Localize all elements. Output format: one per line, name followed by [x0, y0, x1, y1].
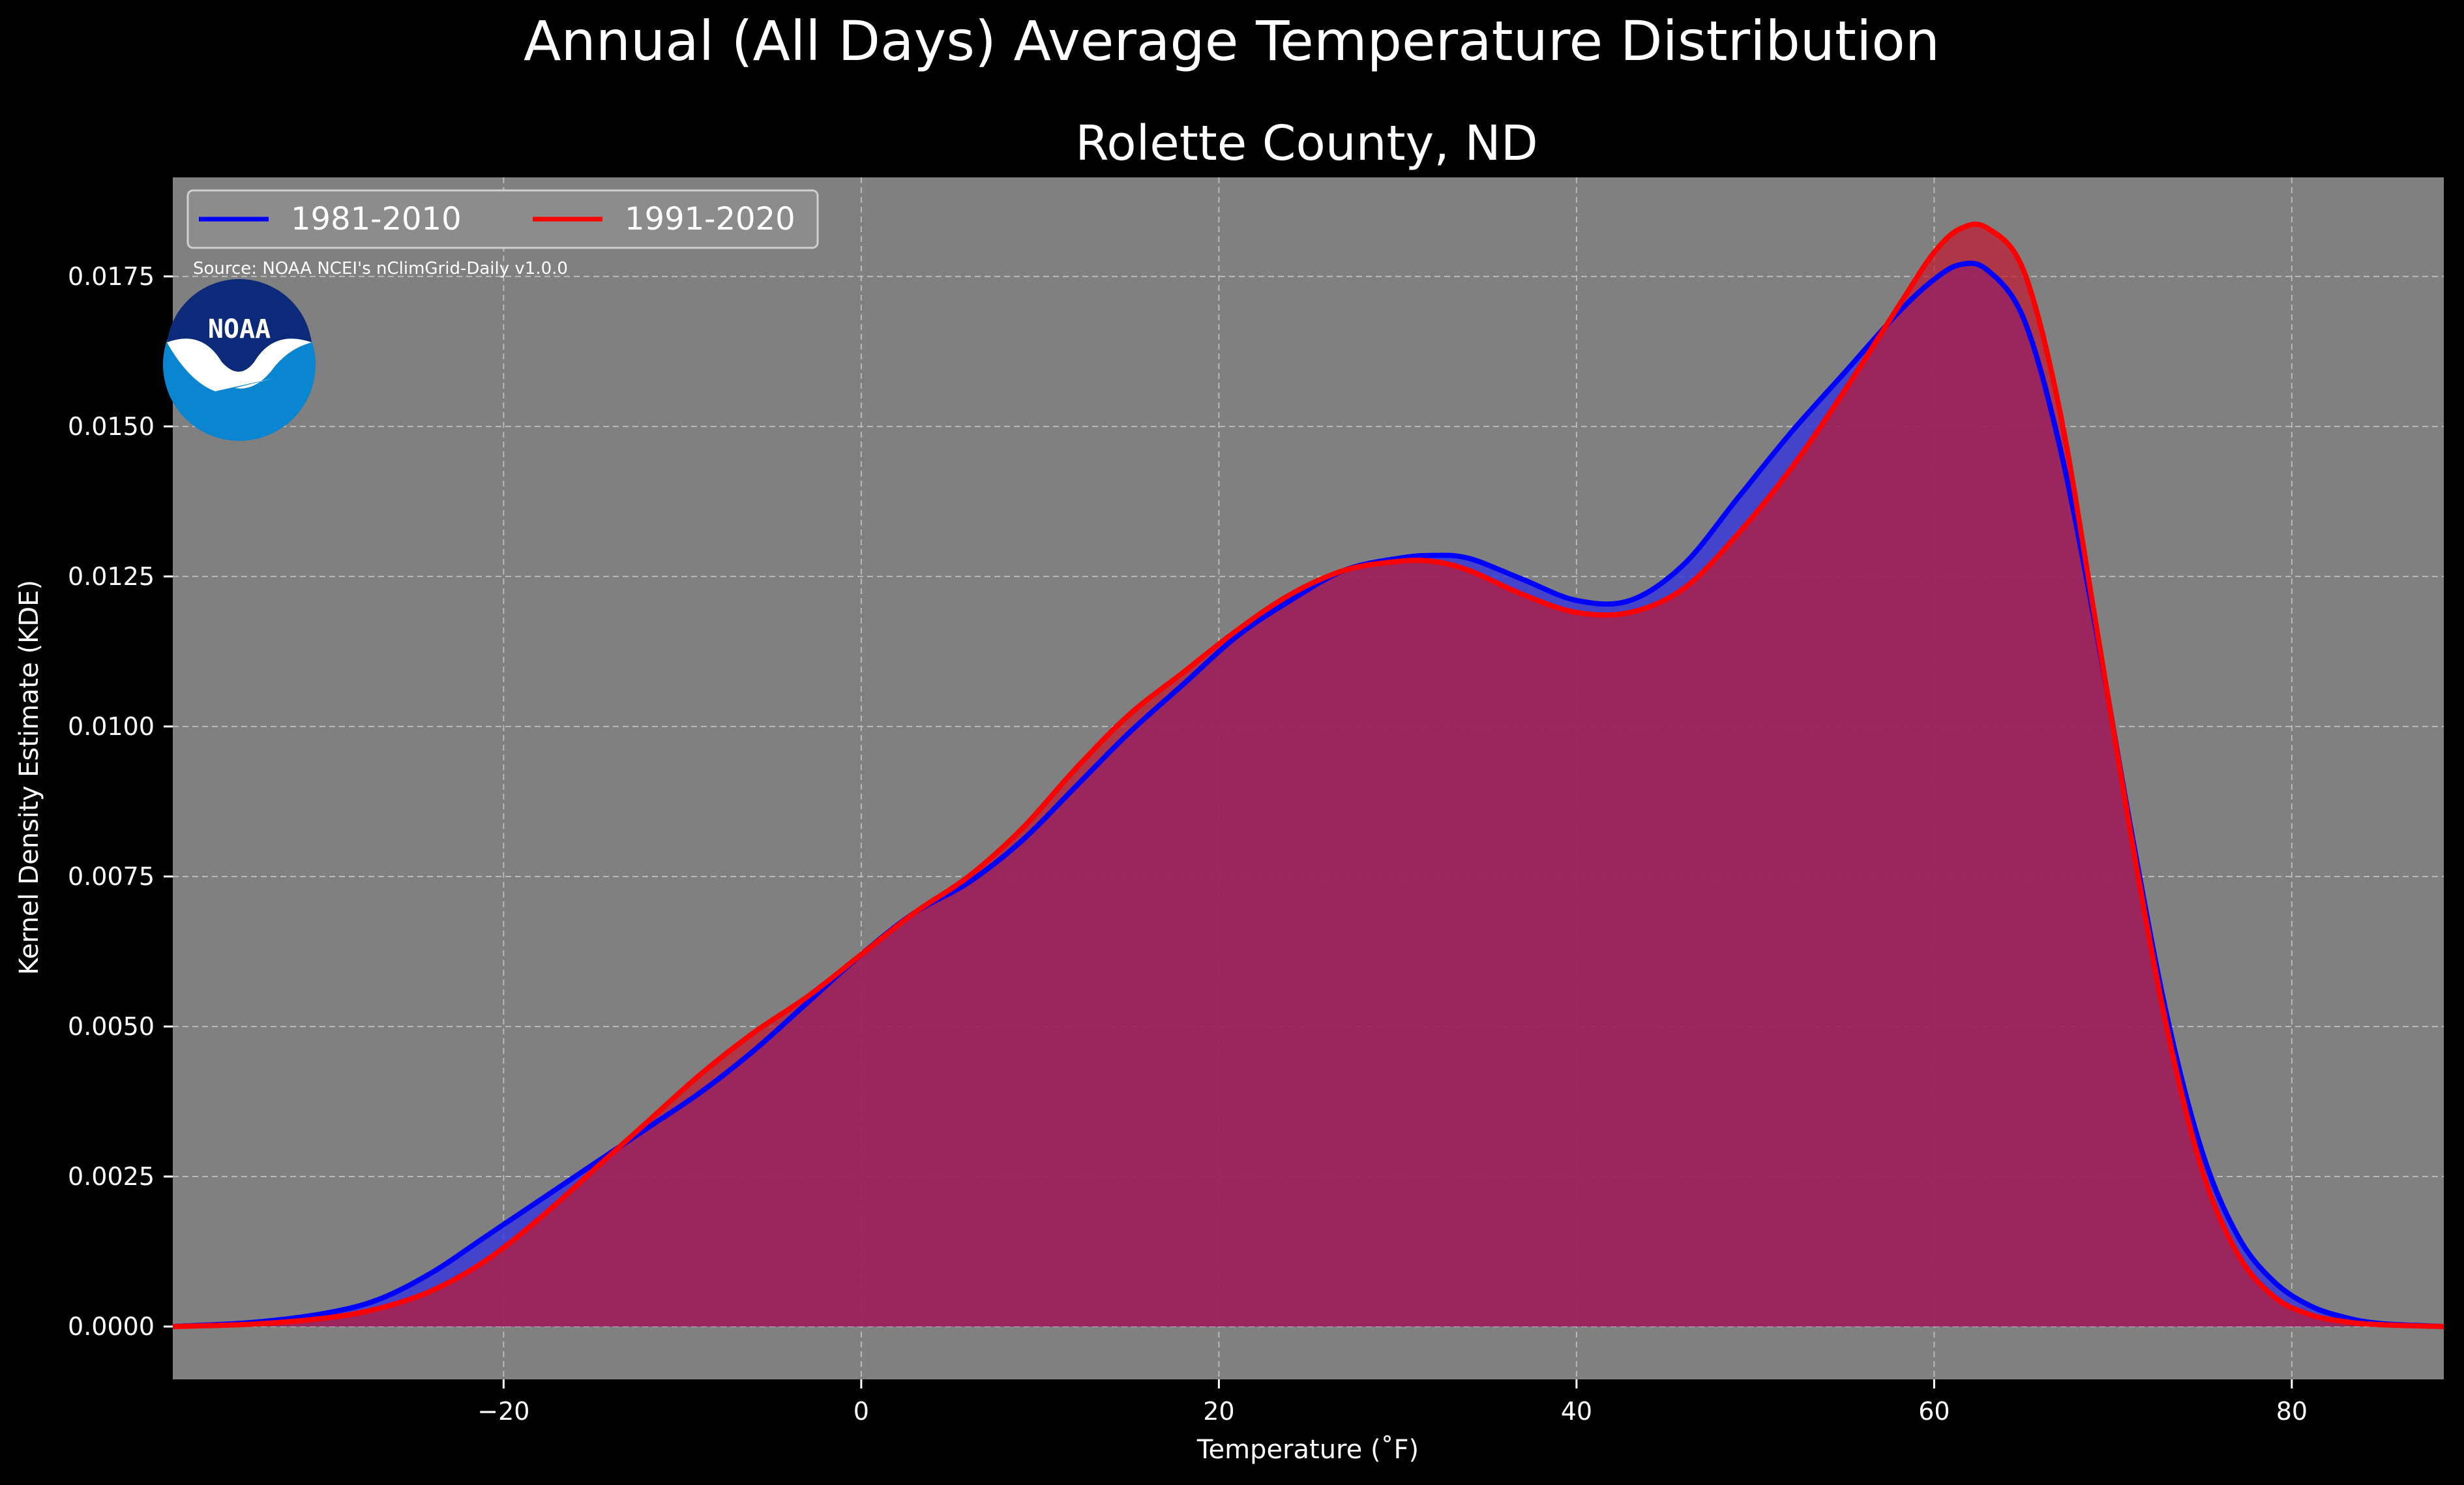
- chart-subtitle: Rolette County, ND: [1075, 115, 1537, 172]
- y-tick-label: 0.0050: [68, 1012, 155, 1041]
- y-axis-label: Kernel Density Estimate (KDE): [14, 580, 44, 975]
- legend-label-1981-2010: 1981-2010: [291, 201, 462, 237]
- noaa-logo-inner: [167, 278, 312, 372]
- x-tick-label: 40: [1561, 1397, 1592, 1426]
- density-lines: [172, 221, 2444, 1330]
- noaa-logo-text: NOAA: [208, 314, 271, 344]
- x-tick-label: 60: [1918, 1397, 1950, 1426]
- density-areas: [173, 224, 2444, 1327]
- chart-title: Annual (All Days) Average Temperature Di…: [524, 9, 1940, 73]
- x-tick-label: 0: [853, 1397, 869, 1426]
- y-tick-label: 0.0100: [68, 712, 155, 741]
- x-axis-label: Temperature (˚F): [1196, 1435, 1419, 1465]
- y-tick-label: 0.0125: [68, 562, 155, 591]
- noaa-logo: NOAA: [163, 278, 316, 441]
- x-tick-label: 80: [2276, 1397, 2308, 1426]
- y-tick-label: 0.0150: [68, 412, 155, 441]
- y-tick-label: 0.0175: [68, 262, 155, 291]
- y-axis-ticks: 0.0000 0.0025 0.0050 0.0075 0.0100 0.0125 0.01…: [68, 262, 173, 1341]
- y-tick-label: 0.0025: [68, 1162, 155, 1191]
- y-tick-label: 0.0000: [68, 1312, 155, 1341]
- x-axis-ticks: −20 0 20 40 60 80: [477, 1379, 2308, 1426]
- legend: 1981-2010 1991-2020: [186, 189, 819, 249]
- source-annotation: Source: NOAA NCEI's nClimGrid-Daily v1.0…: [193, 259, 568, 278]
- x-tick-label: 20: [1203, 1397, 1234, 1426]
- legend-label-1991-2020: 1991-2020: [625, 201, 795, 237]
- noaa-logo-gull-icon: [167, 338, 312, 391]
- area-1991-2020: [173, 224, 2444, 1327]
- line-1991-2020: [172, 221, 2444, 1330]
- x-tick-label: −20: [477, 1397, 529, 1426]
- legend-box: [186, 189, 819, 249]
- y-tick-label: 0.0075: [68, 862, 155, 891]
